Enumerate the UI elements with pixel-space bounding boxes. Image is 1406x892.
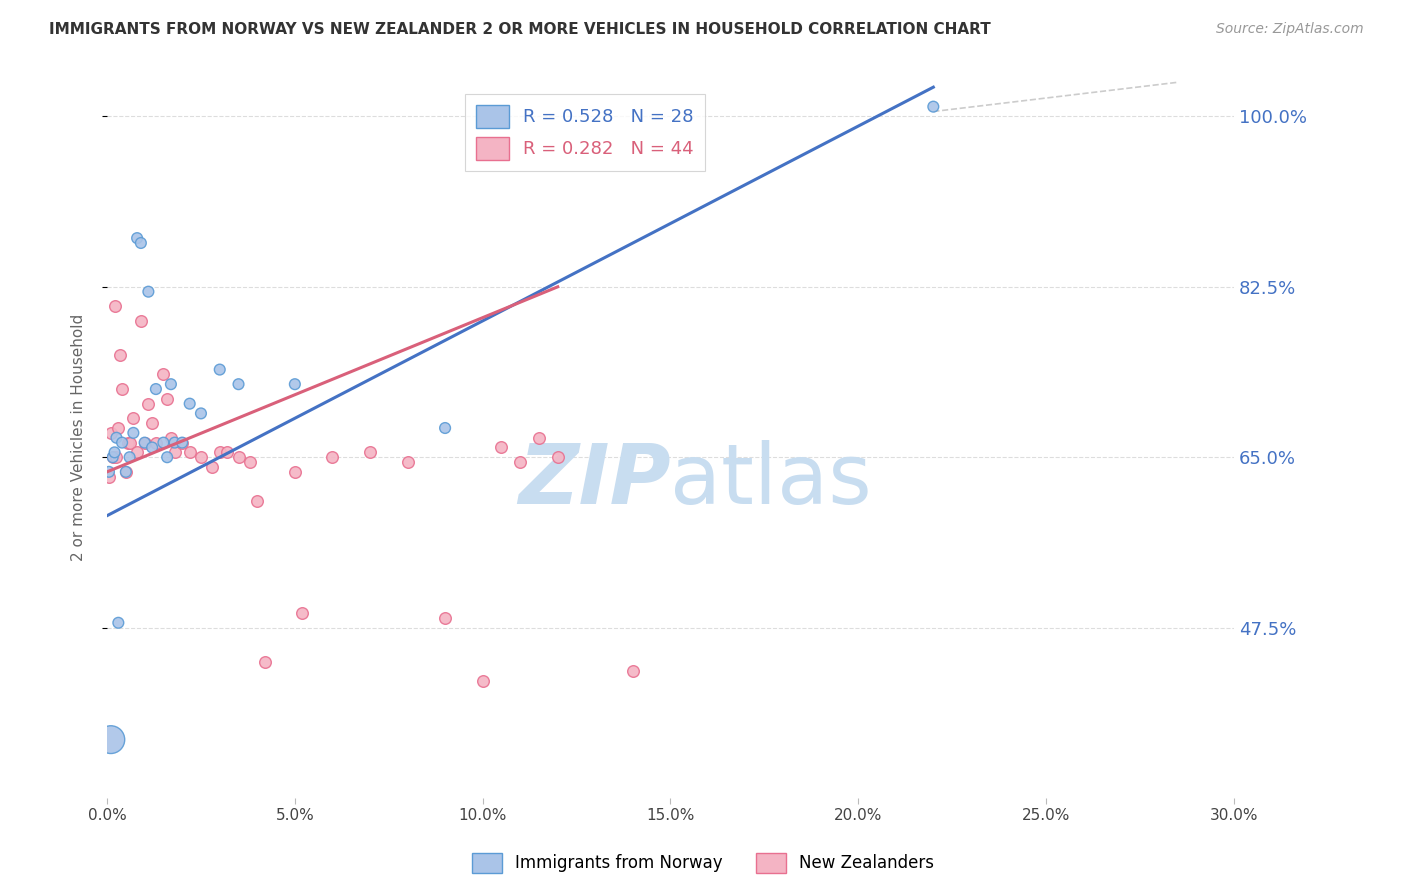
Point <box>156 392 179 406</box>
Point <box>127 445 149 459</box>
Text: Source: ZipAtlas.com: Source: ZipAtlas.com <box>1216 22 1364 37</box>
Point <box>172 435 194 450</box>
Point <box>217 445 239 459</box>
Point <box>239 455 262 469</box>
Point <box>621 665 644 679</box>
Point <box>160 431 183 445</box>
Point <box>491 441 513 455</box>
Point <box>246 494 269 508</box>
Text: IMMIGRANTS FROM NORWAY VS NEW ZEALANDER 2 OR MORE VEHICLES IN HOUSEHOLD CORRELAT: IMMIGRANTS FROM NORWAY VS NEW ZEALANDER … <box>49 22 991 37</box>
Point <box>228 377 250 392</box>
Point <box>107 615 129 630</box>
Point <box>115 465 138 479</box>
Point <box>97 469 120 483</box>
Point <box>179 445 201 459</box>
Point <box>145 435 167 450</box>
Point <box>163 445 186 459</box>
Point <box>118 450 141 465</box>
Point <box>547 450 569 465</box>
Point <box>105 450 128 465</box>
Point <box>321 450 343 465</box>
Point <box>111 435 134 450</box>
Point <box>103 299 125 313</box>
Point <box>138 285 160 299</box>
Point <box>208 362 231 376</box>
Point <box>160 377 183 392</box>
Point <box>201 460 224 475</box>
Legend: R = 0.528   N = 28, R = 0.282   N = 44: R = 0.528 N = 28, R = 0.282 N = 44 <box>465 94 704 170</box>
Point <box>141 416 163 430</box>
Point <box>434 421 457 435</box>
Point <box>145 382 167 396</box>
Point <box>129 314 152 328</box>
Y-axis label: 2 or more Vehicles in Household: 2 or more Vehicles in Household <box>72 314 86 561</box>
Point <box>396 455 419 469</box>
Point <box>291 606 314 620</box>
Point <box>129 235 152 250</box>
Point <box>359 445 381 459</box>
Point <box>172 435 194 450</box>
Point <box>163 435 186 450</box>
Point <box>122 411 145 425</box>
Point <box>471 674 494 689</box>
Point <box>107 421 129 435</box>
Point <box>110 348 132 362</box>
Point <box>190 406 212 420</box>
Point <box>527 431 550 445</box>
Point <box>118 435 141 450</box>
Point <box>111 382 134 396</box>
Text: ZIP: ZIP <box>517 441 671 522</box>
Point <box>105 431 128 445</box>
Point <box>152 435 174 450</box>
Point <box>122 425 145 440</box>
Point <box>115 465 138 479</box>
Point <box>134 435 156 450</box>
Point <box>284 377 307 392</box>
Point <box>141 441 163 455</box>
Point <box>179 397 201 411</box>
Point <box>284 465 307 479</box>
Point <box>152 368 174 382</box>
Point <box>117 435 139 450</box>
Point <box>100 425 122 440</box>
Point <box>138 397 160 411</box>
Point <box>190 450 212 465</box>
Point <box>101 450 124 465</box>
Point <box>509 455 531 469</box>
Point <box>127 231 149 245</box>
Point <box>228 450 250 465</box>
Point <box>434 611 457 625</box>
Point <box>103 445 125 459</box>
Point <box>97 465 120 479</box>
Point <box>922 100 945 114</box>
Point <box>134 435 156 450</box>
Text: atlas: atlas <box>671 441 872 522</box>
Legend: Immigrants from Norway, New Zealanders: Immigrants from Norway, New Zealanders <box>465 847 941 880</box>
Point <box>208 445 231 459</box>
Point <box>100 732 122 747</box>
Point <box>156 450 179 465</box>
Point <box>101 450 124 465</box>
Point <box>253 655 276 669</box>
